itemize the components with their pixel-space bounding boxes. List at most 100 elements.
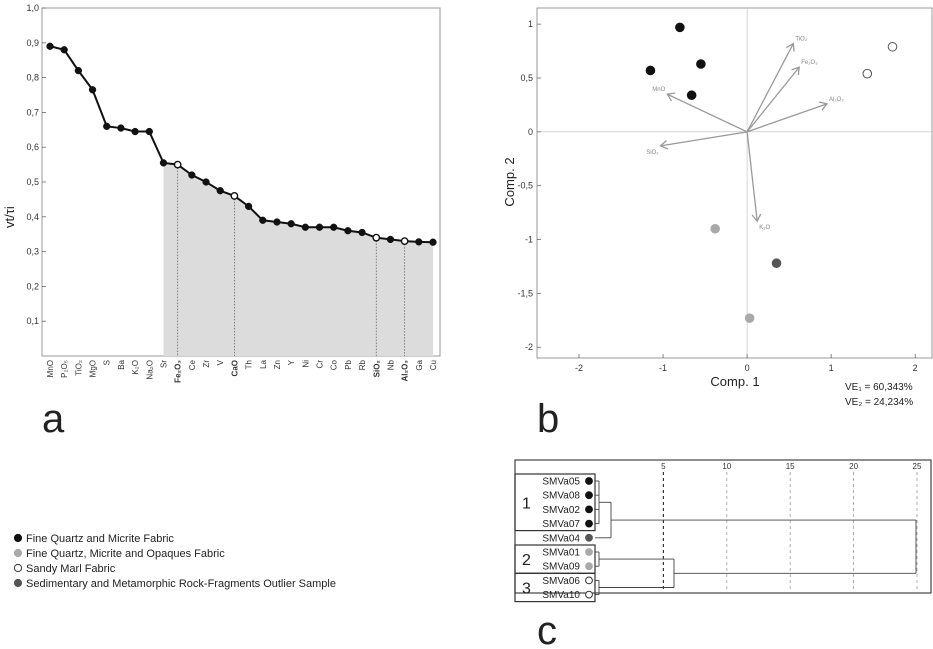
sample-label: SMVa01: [542, 548, 580, 559]
score-point: [771, 258, 782, 269]
data-point: [429, 238, 437, 246]
sample-label: SMVa05: [542, 477, 580, 488]
legend: Fine Quartz and Micrite Fabric Fine Quart…: [13, 533, 336, 590]
sample-marker: [585, 590, 593, 599]
x-tick-label: 2: [913, 363, 918, 373]
y-tick-label: 0,8: [26, 73, 39, 83]
x-tick-label: TiO₂: [74, 360, 83, 376]
shaded-area: [163, 162, 433, 356]
vector-label: MnO: [652, 87, 665, 93]
x-tick-label: Zn: [273, 360, 282, 369]
data-point: [216, 187, 224, 195]
loading-vector: [666, 93, 748, 133]
data-point: [273, 218, 281, 226]
x-tick-label: Fe₂O₃: [174, 360, 183, 383]
scale-tick-label: 20: [849, 462, 858, 471]
x-tick-label: Ni: [301, 360, 310, 368]
vector-label: K₂O: [759, 225, 770, 231]
data-point: [315, 223, 324, 231]
data-point: [88, 86, 97, 94]
cluster-number: 3: [522, 581, 531, 598]
data-point: [244, 202, 253, 211]
x-tick-label: Ga: [415, 359, 424, 370]
cluster-box: [514, 473, 596, 532]
x-tick-label: Cu: [429, 360, 438, 370]
sample-label: SMVa02: [542, 505, 580, 516]
data-point: [202, 178, 210, 186]
sample-label: SMVa07: [542, 519, 580, 530]
y-tick-label: 0,9: [26, 38, 39, 48]
sample-label: SMVa04: [542, 533, 580, 544]
data-point: [301, 223, 309, 231]
x-tick-label: K₂O: [131, 360, 140, 375]
loading-vector: [746, 103, 828, 133]
x-tick-label: Ce: [188, 359, 197, 370]
x-tick-label: -2: [575, 363, 583, 373]
sample-marker: [585, 505, 593, 514]
x-tick-label: Th: [245, 360, 254, 369]
guide-lines: [177, 164, 406, 356]
cluster-box: [514, 572, 596, 603]
data-point: [46, 42, 54, 50]
score-points: [645, 22, 898, 323]
x-tick-label: Cr: [316, 360, 325, 369]
legend-label: Sandy Marl Fabric: [26, 563, 116, 575]
x-tick-label: Pb: [344, 359, 353, 369]
data-point: [259, 216, 267, 224]
vector-label: Fe₂O₃: [801, 60, 818, 66]
y-tick-label: 0,4: [26, 212, 39, 222]
x-tick-label: 0: [745, 363, 750, 373]
data-point: [131, 127, 139, 136]
y-tick-label: 0,5: [520, 73, 533, 83]
score-point: [675, 22, 685, 33]
sample-label: SMVa06: [542, 576, 580, 587]
data-point: [173, 160, 182, 169]
legend-label: Fine Quartz, Micrite and Opaques Fabric: [26, 548, 225, 560]
scale-tick-label: 15: [786, 462, 795, 471]
data-point: [74, 66, 83, 75]
line-chart-panel-a: vt/τi 1,0 0,9 0,8 0,7 0,6 0,5 0,4 0,3 0,2 0,1 MnO…: [2, 3, 441, 383]
y-tick-label: 0,5: [26, 177, 39, 187]
y-tick-label: 1,0: [26, 3, 39, 13]
y-tick-label: 1: [528, 19, 533, 29]
legend-marker: [13, 548, 23, 558]
x-tick-label: Ba: [117, 359, 126, 369]
data-line-a: [49, 45, 434, 244]
vector-arrowhead: [666, 92, 676, 102]
y-tick-label: -0,5: [517, 181, 533, 191]
data-point: [159, 159, 168, 167]
x-tick-label: CaO: [230, 360, 239, 376]
y-axis-label-a: vt/τi: [2, 206, 17, 228]
score-point: [645, 65, 656, 76]
sample-marker: [585, 548, 593, 556]
data-point: [386, 235, 395, 244]
x-tick-label: Y: [287, 359, 296, 365]
sample-marker: [585, 533, 593, 542]
sample-label: SMVa08: [542, 491, 580, 502]
cluster-boxes: 1 2 3: [514, 473, 596, 603]
dendrogram-scale: 5 10 15 20 25: [661, 462, 922, 592]
y-tick-label: -1,5: [517, 288, 533, 298]
legend-marker: [13, 563, 23, 573]
vector-arrowhead: [786, 42, 795, 52]
vector-arrowhead: [751, 213, 762, 223]
x-tick-label: Rb: [358, 359, 367, 370]
score-point: [686, 90, 697, 101]
score-point: [710, 223, 720, 234]
y-ticks-a: 1,0 0,9 0,8 0,7 0,6 0,5 0,4 0,3 0,2 0,1: [26, 3, 46, 326]
x-tick-label: P₂O₅: [60, 360, 69, 378]
legend-label: Sedimentary and Metamorphic Rock-Fragmen…: [26, 578, 336, 590]
data-point: [287, 220, 295, 228]
vector-label: Al₂O₃: [829, 97, 844, 103]
data-point: [230, 192, 239, 200]
legend-marker: [13, 533, 23, 543]
data-point: [103, 122, 111, 130]
data-point: [400, 237, 409, 246]
panel-letter-c: c: [537, 609, 557, 649]
sample-marker: [585, 477, 593, 485]
data-point: [330, 223, 338, 231]
y-axis-label-b: Comp. 2: [502, 157, 517, 206]
shaded-region: [163, 162, 433, 356]
x-tick-label: Co: [330, 359, 339, 370]
